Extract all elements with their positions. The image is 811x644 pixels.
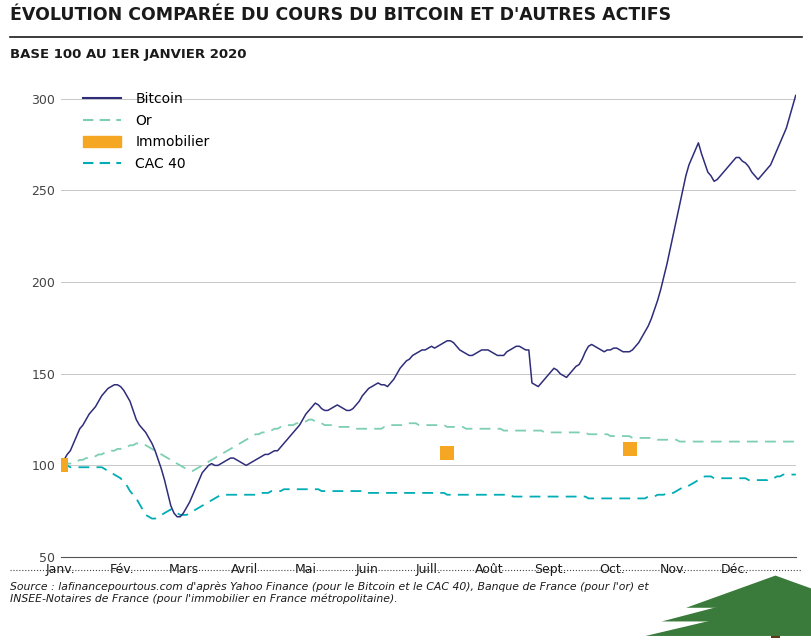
Polygon shape <box>770 621 779 638</box>
Polygon shape <box>685 576 811 608</box>
Legend: Bitcoin, Or, Immobilier, CAC 40: Bitcoin, Or, Immobilier, CAC 40 <box>83 92 209 171</box>
Text: Source : lafinancepourtous.com d'après Yahoo Finance (pour le Bitcoin et le CAC : Source : lafinancepourtous.com d'après Y… <box>10 581 647 604</box>
Point <box>623 444 636 454</box>
Polygon shape <box>645 605 811 636</box>
Point <box>440 448 453 458</box>
Polygon shape <box>661 592 811 621</box>
Text: BASE 100 AU 1ER JANVIER 2020: BASE 100 AU 1ER JANVIER 2020 <box>10 48 246 61</box>
Text: ÉVOLUTION COMPARÉE DU COURS DU BITCOIN ET D'AUTRES ACTIFS: ÉVOLUTION COMPARÉE DU COURS DU BITCOIN E… <box>10 6 670 24</box>
Point <box>54 460 67 471</box>
